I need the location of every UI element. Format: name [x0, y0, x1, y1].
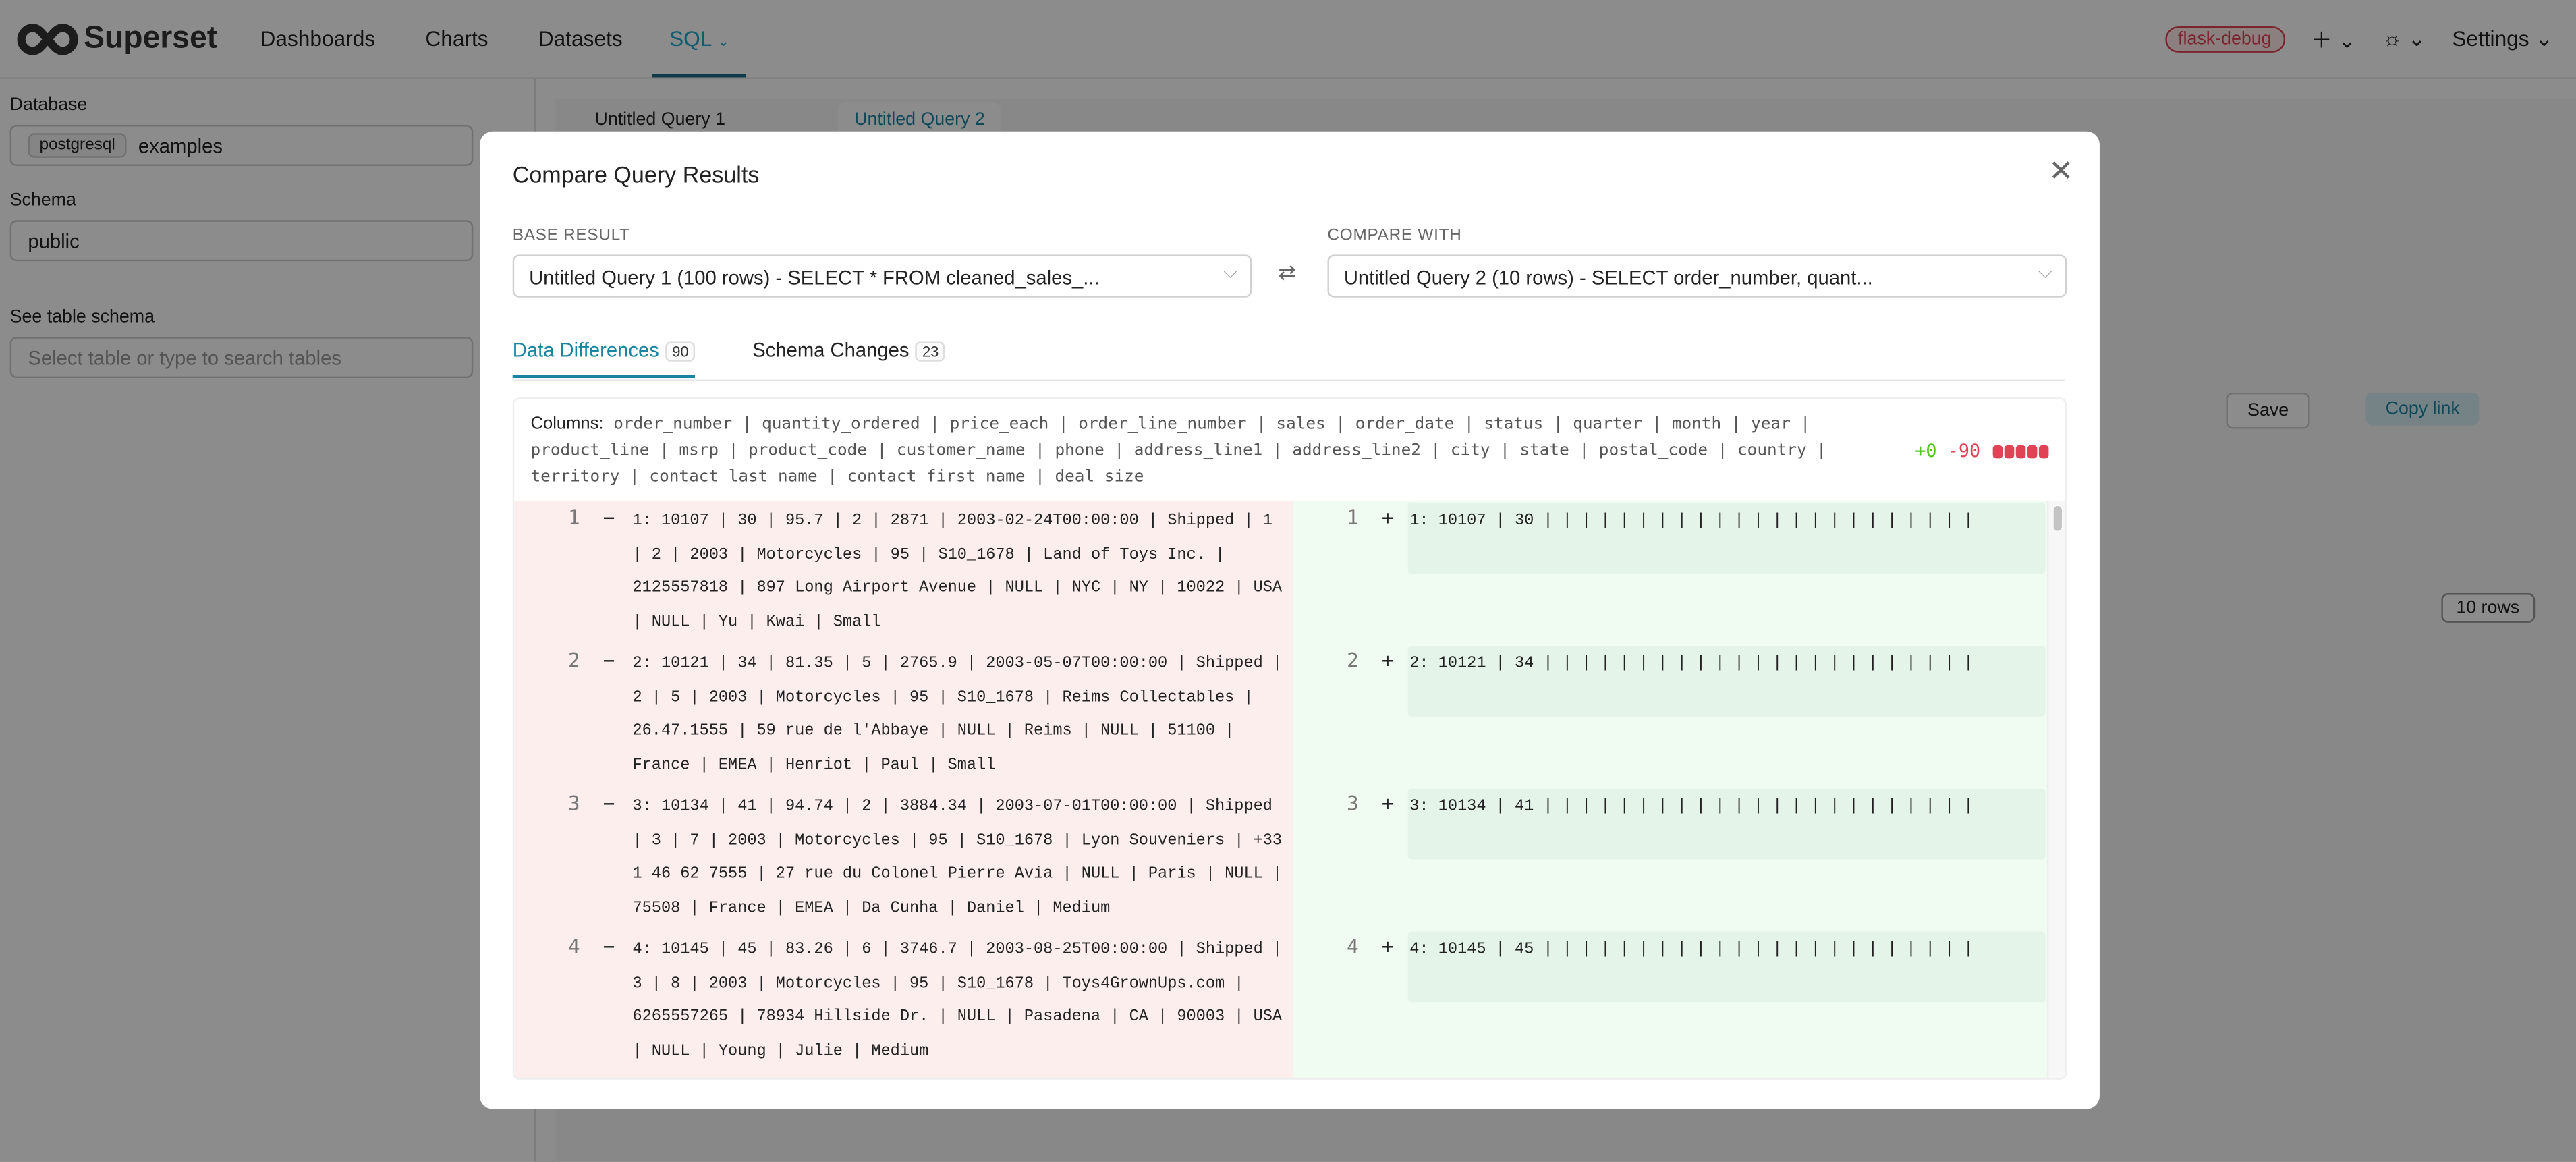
removed-row-text: 1: 10107 | 30 | 95.7 | 2 | 2871 | 2003-0… — [632, 511, 1283, 630]
columns-label: Columns: — [530, 414, 604, 434]
modal-title: Compare Query Results — [512, 161, 760, 188]
tab-count: 90 — [665, 341, 696, 362]
right-line-number: 4 — [1347, 935, 1359, 958]
right-line-number: 1 — [1347, 505, 1359, 530]
plus-icon: + — [1381, 505, 1394, 530]
chevron-down-icon: ⌵ — [1223, 262, 1237, 283]
plus-icon: + — [1381, 648, 1394, 672]
columns-list: Columns: order_number | quantity_ordered… — [531, 411, 1829, 491]
diff-viewer: Columns: order_number | quantity_ordered… — [512, 397, 2067, 1080]
scrollbar[interactable] — [2047, 501, 2065, 1078]
compare-modal: Compare Query Results ✕ BASE RESULT Unti… — [480, 131, 2100, 1109]
added-highlight — [1407, 503, 2046, 574]
added-highlight — [1407, 645, 2046, 717]
chevron-down-icon: ⌵ — [2038, 262, 2052, 283]
added-row-text: 3: 10134 | 41 | | | | | | | | | | | | | … — [1409, 796, 1973, 815]
plus-icon: + — [1381, 935, 1394, 958]
added-row-text: 1: 10107 | 30 | | | | | | | | | | | | | … — [1409, 511, 1973, 530]
swap-icon[interactable]: ⇄ — [1278, 259, 1296, 285]
right-line-number: 2 — [1347, 648, 1359, 672]
compare-with-select[interactable]: Untitled Query 2 (10 rows) - SELECT orde… — [1327, 254, 2067, 298]
settings-menu[interactable]: Settings ⌄ — [2452, 25, 2553, 51]
nav-sql[interactable]: SQL ⌄ — [652, 1, 746, 77]
chevron-down-icon: ⌄ — [717, 32, 730, 49]
added-highlight — [1407, 931, 2046, 1003]
tab-data-differences[interactable]: Data Differences 90 — [512, 338, 696, 379]
schema-label: Schema — [9, 190, 76, 211]
superset-logo-icon — [17, 23, 78, 55]
db-engine-chip: postgresql — [28, 133, 127, 158]
save-button[interactable]: Save — [2226, 392, 2310, 429]
env-badge: flask-debug — [2164, 25, 2285, 52]
base-result-select[interactable]: Untitled Query 1 (100 rows) - SELECT * F… — [512, 254, 1252, 298]
columns-value: order_number | quantity_ordered | price_… — [530, 416, 1826, 487]
diff-row: 2 − 2: 10121 | 34 | 81.35 | 5 | 2765.9 |… — [514, 644, 2047, 787]
tab-label: Data Differences — [512, 338, 659, 362]
database-label: Database — [9, 95, 88, 115]
nav-charts[interactable]: Charts — [425, 25, 488, 51]
compare-with-value: Untitled Query 2 (10 rows) - SELECT orde… — [1343, 266, 1873, 289]
left-line-number: 1 — [567, 505, 580, 530]
db-name: examples — [138, 134, 223, 157]
left-line-number: 4 — [567, 935, 580, 958]
left-line-number: 3 — [567, 792, 580, 815]
base-result-value: Untitled Query 1 (100 rows) - SELECT * F… — [529, 266, 1100, 289]
table-label: See table schema — [9, 307, 155, 327]
minus-icon: − — [603, 792, 615, 815]
result-tabs: Data Differences 90 Schema Changes 23 — [512, 335, 2065, 381]
table-select[interactable]: Select table or type to search tables — [9, 337, 474, 379]
nav-sql-label: SQL — [669, 25, 712, 51]
database-select[interactable]: postgresql examples — [9, 125, 474, 166]
diff-row: 3 − 3: 10134 | 41 | 94.74 | 2 | 3884.34 … — [514, 787, 2047, 930]
removed-pane — [514, 501, 1293, 1078]
tab-label: Schema Changes — [752, 338, 909, 362]
added-row-text: 4: 10145 | 45 | | | | | | | | | | | | | … — [1409, 939, 1973, 958]
added-row-text: 2: 10121 | 34 | | | | | | | | | | | | | … — [1409, 654, 1973, 672]
minus-icon: − — [603, 935, 615, 958]
tab-count: 23 — [916, 341, 946, 362]
plus-icon: + — [1381, 792, 1394, 815]
tab-schema-changes[interactable]: Schema Changes 23 — [752, 338, 946, 375]
nav-dashboards[interactable]: Dashboards — [260, 25, 376, 51]
theme-icon[interactable]: ☼ ⌄ — [2382, 25, 2426, 51]
diff-row: 4 − 4: 10145 | 45 | 83.26 | 6 | 3746.7 |… — [514, 930, 2047, 1073]
removed-row-text: 2: 10121 | 34 | 81.35 | 5 | 2765.9 | 200… — [632, 654, 1283, 773]
plus-icon[interactable]: ＋ ⌄ — [2310, 28, 2356, 53]
diff-stats: +0 -90 — [1915, 440, 2049, 462]
base-result-label: BASE RESULT — [512, 227, 630, 245]
rows-badge: 10 rows — [2441, 593, 2535, 623]
schema-select[interactable]: public — [9, 220, 474, 262]
removed-row-text: 4: 10145 | 45 | 83.26 | 6 | 3746.7 | 200… — [632, 939, 1283, 1059]
minus-icon: − — [603, 505, 615, 530]
settings-label: Settings — [2452, 25, 2529, 51]
added-highlight — [1407, 788, 2046, 860]
top-nav: Superset Dashboards Charts Datasets SQL … — [0, 0, 2576, 79]
close-icon[interactable]: ✕ — [2048, 154, 2073, 188]
diff-bar — [1991, 441, 2049, 462]
copy-link-button[interactable]: Copy link — [2365, 392, 2480, 426]
diff-panes: 1 − 1: 10107 | 30 | 95.7 | 2 | 2871 | 20… — [514, 501, 2065, 1078]
removed-row-text: 3: 10134 | 41 | 94.74 | 2 | 3884.34 | 20… — [632, 796, 1283, 916]
left-line-number: 2 — [567, 648, 580, 672]
removed-count: -90 — [1947, 440, 1981, 462]
brand-logo[interactable]: Superset — [16, 20, 217, 57]
query-tab-1[interactable]: Untitled Query 1 — [594, 110, 726, 130]
minus-icon: − — [603, 648, 615, 672]
added-count: +0 — [1915, 440, 1937, 462]
sidebar: Database postgresql examples Schema publi… — [0, 78, 536, 1162]
nav-datasets[interactable]: Datasets — [538, 25, 623, 51]
compare-with-label: COMPARE WITH — [1327, 227, 1462, 245]
right-line-number: 3 — [1347, 792, 1359, 815]
diff-row: 1 − 1: 10107 | 30 | 95.7 | 2 | 2871 | 20… — [514, 501, 2047, 644]
brand-name: Superset — [84, 20, 218, 55]
